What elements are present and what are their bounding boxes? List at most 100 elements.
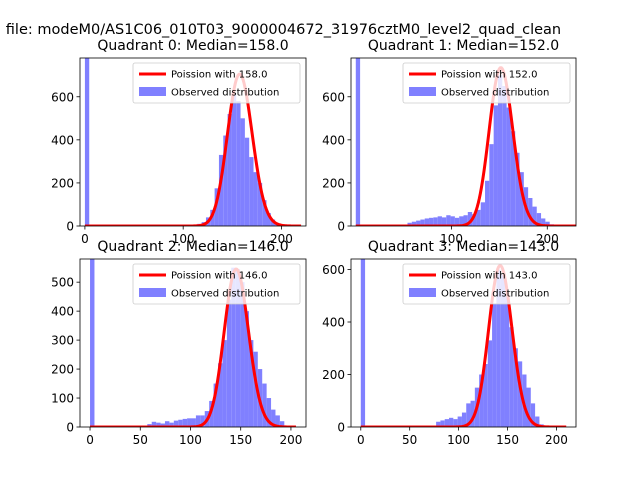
histogram-bar	[266, 213, 271, 226]
histogram-bar	[444, 419, 450, 427]
histogram-bar	[502, 86, 507, 226]
histogram-bar	[227, 114, 232, 226]
x-tick-label: 100	[440, 232, 463, 246]
x-tick-label: 100	[447, 433, 470, 447]
histogram-bar	[487, 340, 493, 427]
histogram-bar	[160, 423, 165, 427]
histogram-bar	[485, 180, 490, 226]
histogram-bar	[450, 216, 455, 226]
histogram-bar	[433, 217, 438, 226]
histogram-bar	[271, 409, 276, 427]
x-tick-label: 200	[545, 433, 568, 447]
legend-hist-swatch	[409, 288, 436, 297]
y-tick-label: 100	[51, 392, 74, 406]
histogram-bar	[528, 198, 533, 226]
axes-frame	[79, 258, 307, 428]
y-tick-label: 600	[322, 263, 345, 277]
y-tick-label: 600	[51, 90, 74, 104]
axes-frame	[350, 258, 577, 428]
histogram-bar	[497, 75, 503, 226]
legend: Poission with 152.0 Observed distribution	[402, 62, 571, 104]
legend-label: Observed distribution	[171, 88, 279, 99]
histogram-bar	[210, 209, 215, 226]
histogram-bar	[470, 400, 475, 427]
x-tick-label: 0	[357, 433, 365, 447]
legend-label: Observed distribution	[441, 88, 549, 99]
histogram-bar	[541, 218, 546, 226]
histogram-bar	[429, 217, 434, 226]
legend-hist-swatch	[409, 87, 436, 96]
histogram-bar	[214, 188, 219, 226]
histogram-bar	[182, 418, 188, 427]
y-tick-label: 0	[66, 220, 74, 234]
histogram-bar	[526, 387, 531, 427]
histogram-bar	[275, 415, 280, 427]
histogram-bar	[218, 363, 223, 427]
histogram-bar	[231, 94, 237, 226]
poisson-line	[360, 264, 567, 427]
legend-label: Observed distribution	[171, 289, 279, 300]
histogram-bar	[244, 137, 250, 226]
histogram-bar	[461, 412, 467, 427]
histogram-bar	[489, 144, 494, 226]
histogram-bar	[240, 118, 245, 226]
legend-hist-swatch	[139, 288, 166, 297]
histogram-bar	[515, 152, 520, 226]
histogram-bar	[200, 415, 205, 427]
histogram-bar	[446, 215, 451, 226]
histogram-bar	[532, 206, 537, 226]
histogram-bar	[476, 209, 481, 226]
plot-area	[84, 58, 302, 226]
histogram-bar	[535, 416, 540, 427]
histogram-bar	[436, 421, 441, 427]
subplot-quadrant-0: 0 100 200 0 200 400 600 Quadrant 0: Median=158.…	[51, 38, 307, 246]
y-tick-label: 500	[51, 276, 74, 290]
plots-group: 0 100 200 0 200 400 600 Quadrant 0: Median=158.…	[51, 38, 577, 447]
x-tick-label: 150	[229, 433, 252, 447]
histogram-bar	[472, 214, 477, 226]
histogram-bar	[509, 327, 514, 427]
histogram-bar	[496, 269, 501, 427]
x-tick-label: 100	[172, 232, 195, 246]
figure-suptitle: n file: modeM0/AS1C06_010T03_9000004672_…	[0, 22, 561, 38]
histogram-bar	[279, 421, 285, 427]
histogram-bar	[266, 398, 272, 427]
histogram-bar	[244, 311, 249, 427]
histogram-bar	[449, 417, 454, 427]
x-tick-label: 100	[179, 433, 202, 447]
histogram-bar	[262, 383, 267, 427]
histogram-bar	[90, 259, 95, 427]
legend-box	[402, 62, 571, 104]
histogram-bar	[463, 215, 468, 226]
legend: Poission with 146.0 Observed distribution	[132, 263, 301, 305]
histogram-bar	[457, 416, 462, 427]
histogram-bar	[437, 216, 442, 226]
histogram-bar	[440, 420, 445, 427]
subplot-title: Quadrant 2: Median=146.0	[97, 239, 288, 255]
histogram-bar	[510, 131, 516, 226]
histogram-bar	[483, 364, 488, 427]
histogram-bar	[249, 157, 254, 226]
histogram-bar	[545, 221, 550, 226]
histogram-bar	[492, 303, 497, 427]
histogram-bar	[424, 218, 430, 226]
x-tick-label: 200	[279, 433, 302, 447]
x-tick-label: 150	[496, 433, 519, 447]
histogram-bar	[360, 259, 366, 427]
histogram-bar	[513, 348, 518, 427]
histogram-bar	[519, 172, 524, 226]
legend-label: Poission with 152.0	[441, 70, 537, 81]
histogram-bar	[226, 299, 232, 427]
x-tick-label: 200	[270, 232, 293, 246]
legend-label: Poission with 143.0	[441, 271, 537, 282]
axes-frame	[79, 57, 307, 227]
y-tick-label: 200	[51, 363, 74, 377]
y-tick-label: 400	[322, 133, 345, 147]
legend-box	[132, 62, 301, 104]
x-tick-label: 0	[81, 232, 89, 246]
legend: Poission with 143.0 Observed distribution	[402, 263, 571, 305]
y-tick-label: 400	[51, 305, 74, 319]
legend: Poission with 158.0 Observed distribution	[132, 62, 301, 104]
subplot-title: Quadrant 0: Median=158.0	[97, 38, 288, 54]
